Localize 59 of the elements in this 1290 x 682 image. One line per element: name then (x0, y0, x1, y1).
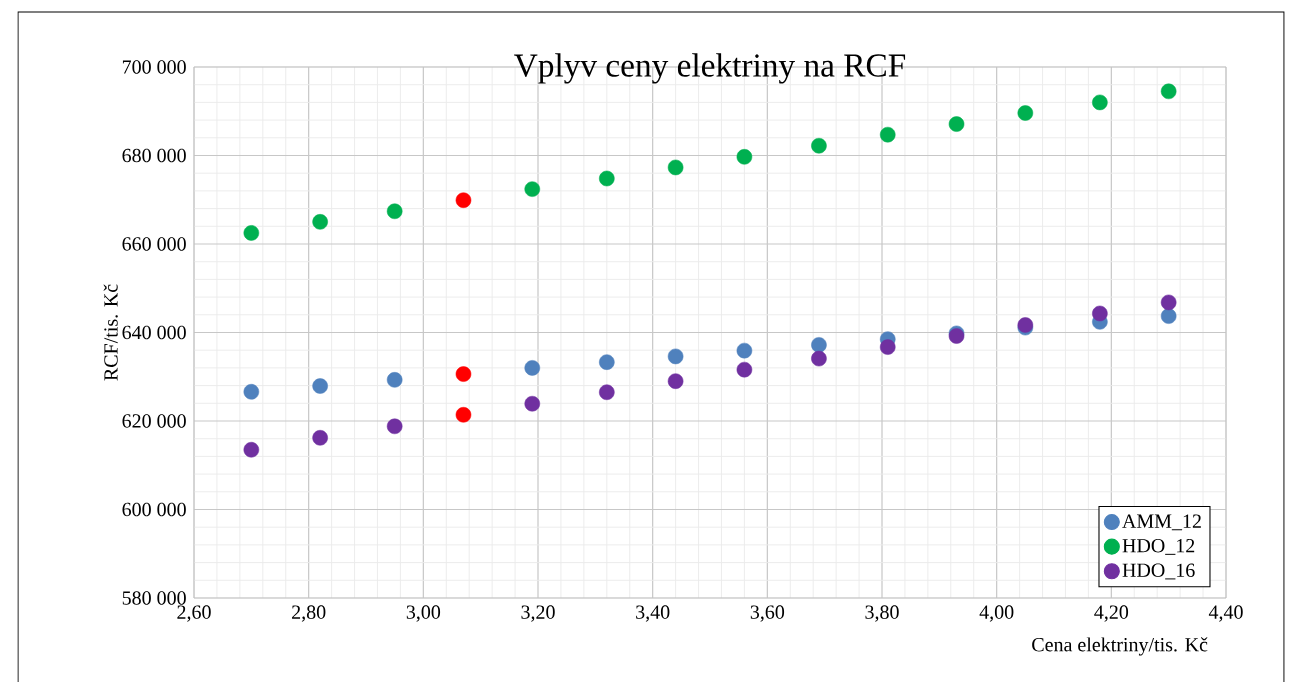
y-tick-label: 660 000 (122, 237, 186, 251)
point (1160, 308, 1177, 324)
point (736, 149, 753, 165)
point (667, 159, 684, 176)
point (1160, 83, 1177, 100)
point (599, 384, 615, 400)
y-tick-label: 580 000 (122, 591, 186, 605)
y-tick-label: 620 000 (122, 414, 186, 428)
y-axis-title: RCF/tis. Kč (103, 284, 118, 381)
x-tick-label: 4,20 (1094, 605, 1129, 622)
legend-label: HDO_12 (1122, 539, 1195, 555)
legend-label: AMM_12 (1122, 514, 1201, 531)
point (312, 378, 328, 394)
point (1017, 105, 1034, 121)
y-tick-label: 680 000 (122, 148, 186, 163)
point (524, 181, 541, 197)
point (1092, 94, 1108, 111)
point (386, 203, 403, 220)
point (455, 407, 472, 423)
x-tick-label: 4,40 (1208, 605, 1243, 622)
chart-title: Vplyv ceny elektriny na RCF (514, 53, 906, 84)
x-tick-label: 3,80 (865, 605, 899, 622)
y-tick-label: 600 000 (122, 502, 186, 517)
point (811, 137, 827, 154)
x-tick-label: 3,60 (750, 605, 785, 622)
point (1160, 294, 1177, 311)
point (386, 418, 403, 435)
point (455, 366, 472, 382)
legend-label: HDO_16 (1122, 563, 1195, 580)
point (736, 361, 753, 378)
point (736, 342, 753, 359)
x-tick-label: 2,80 (292, 605, 326, 622)
point (948, 116, 965, 132)
point (524, 395, 541, 412)
x-tick-label: 3,20 (521, 605, 555, 622)
point (599, 354, 615, 370)
y-tick-label: 640 000 (122, 325, 186, 340)
point (667, 373, 684, 389)
x-axis-title: Cena elektriny/tis. Kč (1032, 637, 1208, 656)
point (524, 360, 541, 376)
x-tick-label: 2,60 (177, 605, 211, 622)
point (243, 441, 260, 458)
point (879, 126, 896, 143)
x-tick-label: 3,40 (636, 605, 670, 622)
point (879, 339, 896, 355)
x-tick-label: 4,00 (979, 605, 1014, 622)
point (599, 170, 615, 187)
point (667, 348, 684, 365)
point (386, 372, 403, 388)
point (243, 384, 260, 400)
point (455, 192, 472, 208)
point (811, 337, 827, 353)
y-tick-label: 700 000 (122, 60, 186, 74)
point (811, 350, 827, 367)
point (312, 430, 328, 446)
point (312, 214, 328, 230)
x-tick-label: 3,00 (406, 605, 441, 622)
point (1092, 305, 1108, 322)
point (243, 225, 260, 241)
